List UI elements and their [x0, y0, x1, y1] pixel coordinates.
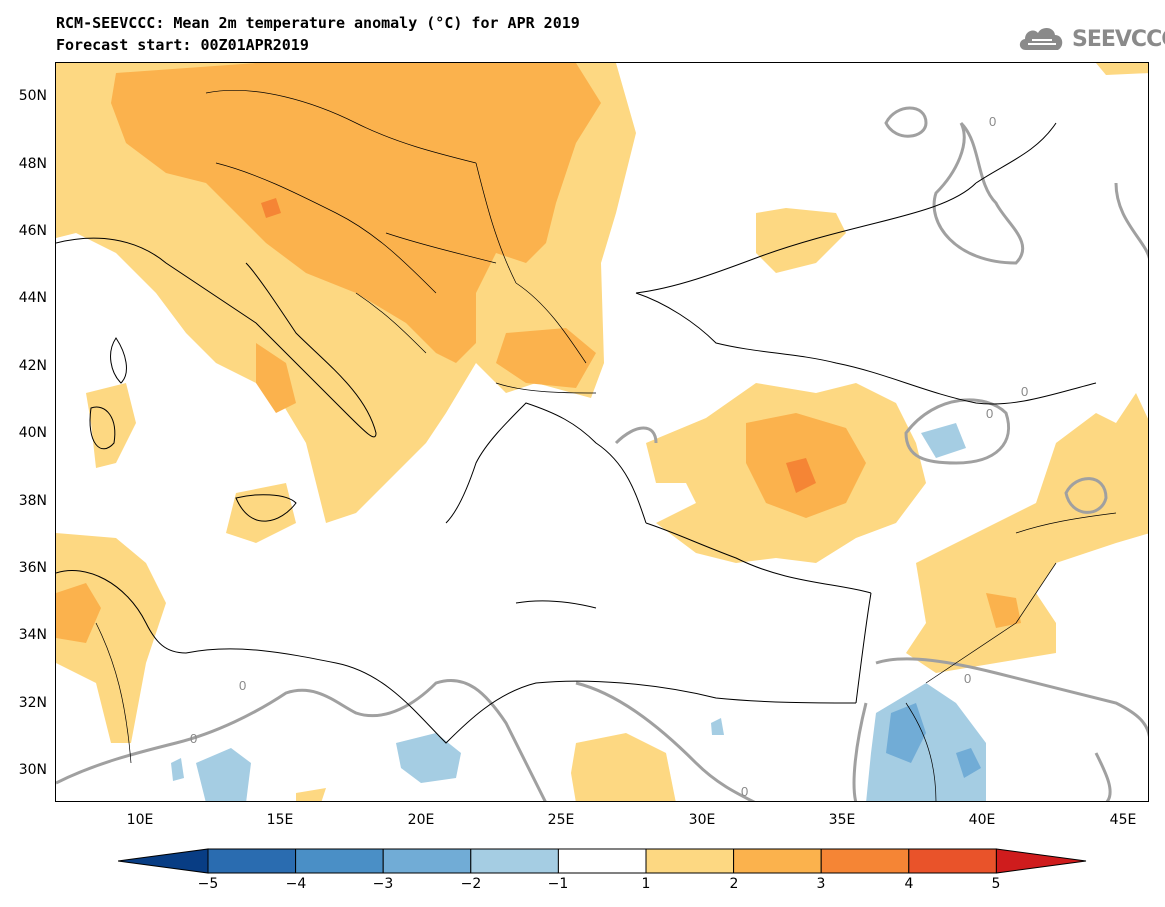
lon-label-25e: 25E: [547, 812, 575, 828]
contour-label: 0: [964, 671, 971, 686]
map-panel: 0 0 0 0 0 0 0: [55, 62, 1149, 802]
colorbar-bin: [733, 848, 822, 874]
colorbar-bin: [820, 848, 910, 874]
lat-label-42n: 42N: [18, 358, 47, 374]
colorbar-label: −4: [285, 876, 307, 892]
lat-label-46n: 46N: [18, 223, 47, 239]
colorbar-bin: [207, 848, 297, 874]
colorbar-label: 4: [904, 876, 914, 892]
contour-label: 0: [239, 678, 246, 693]
colorbar-bin: [470, 848, 559, 874]
anomaly-fill-minus-2-3: [886, 703, 981, 778]
colorbar-label: −3: [372, 876, 394, 892]
lon-label-10e: 10E: [126, 812, 154, 828]
colorbar: [117, 848, 1088, 878]
lon-label-20e: 20E: [407, 812, 435, 828]
colorbar-label: 3: [816, 876, 826, 892]
map-title: RCM-SEEVCCC: Mean 2m temperature anomaly…: [56, 14, 580, 32]
lon-label-15e: 15E: [266, 812, 294, 828]
colorbar-label: −2: [460, 876, 482, 892]
anomaly-fill-3-4: [261, 198, 816, 493]
colorbar-label: 1: [641, 876, 651, 892]
colorbar-label: −1: [547, 876, 569, 892]
lat-label-50n: 50N: [18, 88, 47, 104]
lat-label-34n: 34N: [18, 627, 47, 643]
anomaly-fill-2-3: [56, 63, 1021, 643]
colorbar-graphic: [117, 848, 1087, 874]
lat-label-48n: 48N: [18, 156, 47, 172]
contour-label: 0: [190, 731, 197, 746]
lon-label-30e: 30E: [688, 812, 716, 828]
colorbar-arrow-low: [117, 848, 209, 874]
lat-label-44n: 44N: [18, 290, 47, 306]
cloud-icon: [1019, 27, 1063, 50]
lat-label-36n: 36N: [18, 560, 47, 576]
coastlines: [56, 122, 1097, 744]
lon-label-35e: 35E: [828, 812, 856, 828]
lat-label-30n: 30N: [18, 762, 47, 778]
contour-labels: 0 0 0 0 0 0 0: [190, 114, 1028, 799]
lon-label-45e: 45E: [1109, 812, 1137, 828]
colorbar-bin: [557, 848, 647, 874]
contour-label: 0: [989, 114, 996, 129]
logo-text: SEEVCCC: [1072, 26, 1165, 52]
seevccc-logo: SEEVCCC: [1016, 22, 1165, 56]
contour-label: 0: [986, 406, 993, 421]
colorbar-label: −5: [197, 876, 219, 892]
lat-label-32n: 32N: [18, 695, 47, 711]
colorbar-bin: [908, 848, 997, 874]
country-borders: [95, 90, 1117, 801]
contour-label: 0: [741, 784, 748, 799]
colorbar-bin: [382, 848, 472, 874]
lat-label-40n: 40N: [18, 425, 47, 441]
lat-label-38n: 38N: [18, 493, 47, 509]
colorbar-bin: [295, 848, 384, 874]
colorbar-arrow-high: [995, 848, 1087, 874]
colorbar-label: 5: [991, 876, 1001, 892]
forecast-start-label: Forecast start: 00Z01APR2019: [56, 36, 309, 54]
colorbar-label: 2: [729, 876, 739, 892]
lon-label-40e: 40E: [968, 812, 996, 828]
anomaly-map: 0 0 0 0 0 0 0: [56, 63, 1148, 801]
contour-label: 0: [1021, 384, 1028, 399]
zero-contour-lines: [56, 106, 1148, 801]
colorbar-bin: [645, 848, 735, 874]
